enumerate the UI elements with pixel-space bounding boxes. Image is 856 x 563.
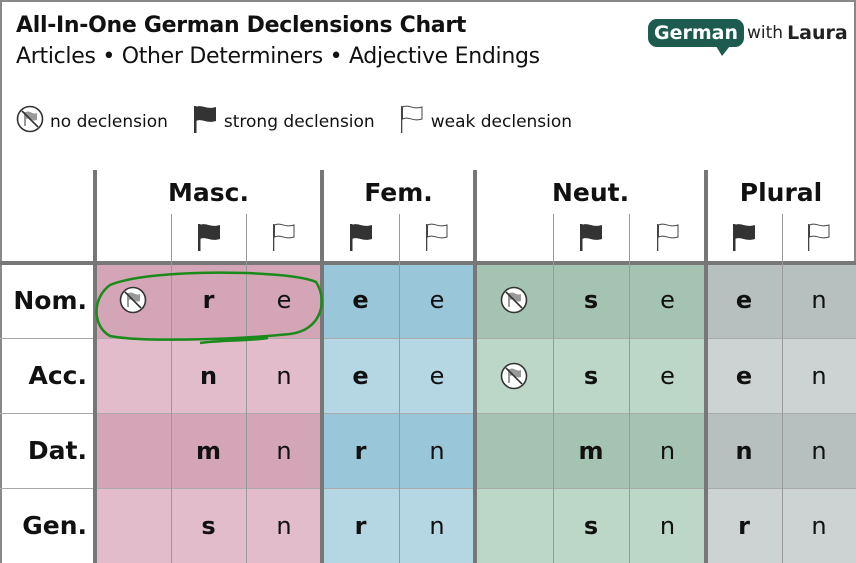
gender-header: Fem. bbox=[364, 177, 433, 207]
logo-laura: Laura bbox=[787, 22, 848, 44]
ending-cell: e bbox=[706, 338, 782, 413]
ending-cell: n bbox=[246, 413, 322, 488]
row-divider bbox=[0, 338, 856, 339]
ending-cell: n bbox=[399, 413, 475, 488]
group-divider bbox=[320, 170, 324, 563]
ending-cell: n bbox=[782, 488, 856, 563]
ending-cell: n bbox=[246, 488, 322, 563]
ending-cell bbox=[95, 488, 171, 563]
gender-header: Neut. bbox=[551, 177, 630, 207]
case-label: Acc. bbox=[28, 361, 87, 390]
legend-label: no declension bbox=[50, 111, 168, 132]
column-divider bbox=[629, 214, 630, 563]
weak-flag-icon bbox=[246, 218, 322, 256]
ending-cell: e bbox=[399, 338, 475, 413]
group-divider bbox=[704, 170, 708, 563]
ending-cell: r bbox=[171, 262, 246, 338]
legend-no-declension: no declension bbox=[16, 105, 168, 138]
weak-flag-icon bbox=[629, 218, 706, 256]
ending-cell: r bbox=[322, 413, 399, 488]
ending-cell: n bbox=[629, 413, 706, 488]
strong-flag-icon bbox=[553, 218, 629, 256]
ending-cell: s bbox=[553, 488, 629, 563]
case-label: Nom. bbox=[13, 285, 87, 315]
weak-flag-icon bbox=[782, 218, 856, 256]
group-divider bbox=[473, 170, 477, 563]
row-divider bbox=[0, 413, 856, 414]
case-label: Dat. bbox=[27, 436, 87, 465]
strong-flag-icon bbox=[171, 218, 246, 256]
no-declension-icon bbox=[16, 105, 50, 138]
ending-cell: n bbox=[399, 488, 475, 563]
ending-cell: e bbox=[246, 262, 322, 338]
ending-cell: n bbox=[171, 338, 246, 413]
header-divider bbox=[0, 261, 856, 265]
group-divider bbox=[93, 170, 97, 563]
ending-cell bbox=[95, 338, 171, 413]
ending-cell: s bbox=[553, 262, 629, 338]
ending-cell: n bbox=[706, 413, 782, 488]
ending-cell: e bbox=[322, 262, 399, 338]
ending-cell bbox=[95, 413, 171, 488]
case-label: Gen. bbox=[22, 511, 87, 540]
column-divider bbox=[782, 214, 783, 563]
legend: no declension strong declension weak dec… bbox=[16, 104, 596, 139]
chart-title: All-In-One German Declensions Chart bbox=[16, 13, 467, 38]
ending-cell: s bbox=[171, 488, 246, 563]
ending-cell bbox=[475, 413, 553, 488]
weak-flag-icon bbox=[399, 104, 431, 139]
ending-cell: e bbox=[399, 262, 475, 338]
ending-cell bbox=[475, 488, 553, 563]
strong-flag-icon bbox=[706, 218, 782, 256]
legend-label: weak declension bbox=[430, 111, 573, 132]
no-declension-icon bbox=[475, 338, 553, 413]
ending-cell: n bbox=[782, 413, 856, 488]
column-divider bbox=[171, 214, 172, 563]
ending-cell: e bbox=[322, 338, 399, 413]
no-declension-icon bbox=[95, 262, 171, 338]
ending-cell: m bbox=[553, 413, 629, 488]
logo: German with Laura bbox=[648, 19, 848, 56]
legend-strong: strong declension bbox=[192, 104, 375, 139]
column-divider bbox=[553, 214, 554, 563]
column-divider bbox=[399, 214, 400, 563]
ending-cell: e bbox=[629, 262, 706, 338]
chart-subtitle: Articles • Other Determiners • Adjective… bbox=[16, 44, 540, 69]
gender-header: Plural bbox=[739, 177, 823, 207]
ending-cell: e bbox=[629, 338, 706, 413]
ending-cell: r bbox=[706, 488, 782, 563]
ending-cell: s bbox=[553, 338, 629, 413]
ending-cell: n bbox=[782, 338, 856, 413]
gender-header: Masc. bbox=[168, 177, 249, 207]
column-divider bbox=[246, 214, 247, 563]
ending-cell: e bbox=[706, 262, 782, 338]
logo-german: German bbox=[648, 19, 744, 56]
strong-flag-icon bbox=[192, 104, 224, 139]
legend-weak: weak declension bbox=[399, 104, 572, 139]
row-divider bbox=[0, 488, 856, 489]
logo-with: with bbox=[747, 23, 784, 43]
ending-cell: r bbox=[322, 488, 399, 563]
weak-flag-icon bbox=[399, 218, 475, 256]
ending-cell: n bbox=[246, 338, 322, 413]
strong-flag-icon bbox=[322, 218, 399, 256]
legend-label: strong declension bbox=[223, 111, 375, 132]
no-declension-icon bbox=[475, 262, 553, 338]
ending-cell: n bbox=[782, 262, 856, 338]
ending-cell: m bbox=[171, 413, 246, 488]
ending-cell: n bbox=[629, 488, 706, 563]
